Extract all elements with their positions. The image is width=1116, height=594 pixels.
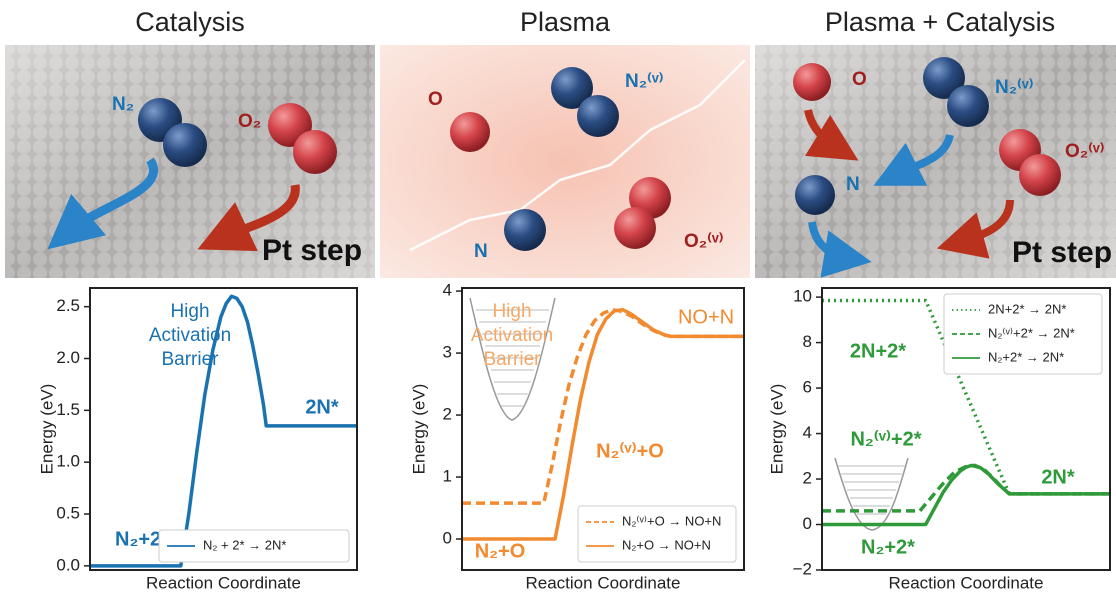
label: O₂⁽ᵛ⁾ bbox=[1065, 141, 1104, 162]
y-tick-label: 0 bbox=[443, 528, 452, 547]
y-tick-label: 4 bbox=[443, 281, 452, 300]
annotation: Activation bbox=[149, 325, 231, 346]
y-tick-label: 0.5 bbox=[56, 503, 80, 522]
label: O₂⁽ᵛ⁾ bbox=[684, 231, 723, 252]
annotation: 2N* bbox=[1041, 466, 1075, 488]
potential-well bbox=[835, 458, 908, 530]
label: Pt step bbox=[262, 234, 362, 267]
annotation: Barrier bbox=[161, 349, 219, 370]
annotation: High bbox=[492, 301, 531, 322]
atom bbox=[614, 207, 656, 249]
atom bbox=[1019, 154, 1061, 196]
legend-label: 2N+2* → 2N* bbox=[988, 301, 1066, 316]
annotation: 2N* bbox=[305, 396, 339, 418]
atom bbox=[163, 123, 207, 167]
panel-title: Catalysis bbox=[135, 7, 245, 37]
y-axis-label: Energy (eV) bbox=[767, 384, 786, 475]
label: N bbox=[846, 174, 860, 195]
atom bbox=[504, 209, 546, 251]
atom bbox=[795, 175, 835, 215]
y-tick-label: 1 bbox=[443, 467, 452, 486]
label: Pt step bbox=[1012, 236, 1112, 269]
y-tick-label: 2.5 bbox=[56, 296, 80, 315]
label: N₂⁽ᵛ⁾ bbox=[995, 77, 1033, 98]
annotation: Barrier bbox=[483, 349, 541, 370]
y-tick-label: 1.0 bbox=[56, 452, 80, 471]
y-tick-label: −2 bbox=[793, 559, 812, 578]
legend-label: N₂ + 2* → 2N* bbox=[203, 537, 286, 552]
panel-titles: Catalysis Plasma Plasma + Catalysis bbox=[135, 7, 1055, 37]
annotation: N₂+2* bbox=[861, 536, 915, 558]
atom bbox=[947, 85, 989, 127]
figure: Catalysis Plasma Plasma + Catalysis N₂ O… bbox=[0, 0, 1116, 594]
illustration-catalysis: N₂ O₂ Pt step bbox=[5, 45, 375, 278]
y-tick-label: 6 bbox=[803, 378, 812, 397]
x-axis-label: Reaction Coordinate bbox=[146, 573, 301, 592]
atom bbox=[577, 95, 619, 137]
atom bbox=[450, 112, 490, 152]
illustration-plasma-catalysis: O N₂⁽ᵛ⁾ N O₂⁽ᵛ⁾ Pt step bbox=[755, 45, 1116, 278]
y-tick-label: 1.5 bbox=[56, 400, 80, 419]
y-tick-label: 2 bbox=[443, 405, 452, 424]
y-tick-label: 2 bbox=[803, 469, 812, 488]
annotation: N₂⁽ᵛ⁾+O bbox=[596, 440, 664, 462]
y-tick-label: 0.0 bbox=[56, 555, 80, 574]
y-tick-label: 0 bbox=[803, 514, 812, 533]
atom bbox=[793, 63, 831, 101]
x-axis-label: Reaction Coordinate bbox=[526, 573, 681, 592]
x-axis-label: Reaction Coordinate bbox=[889, 573, 1044, 592]
label: N₂ bbox=[112, 94, 134, 115]
y-tick-label: 10 bbox=[793, 287, 812, 306]
annotation: N₂+O bbox=[475, 540, 526, 562]
label: N₂⁽ᵛ⁾ bbox=[625, 71, 663, 92]
y-tick-label: 4 bbox=[803, 423, 812, 442]
legend-label: N₂+O → NO+N bbox=[622, 537, 711, 552]
illustration-plasma: O N₂⁽ᵛ⁾ N O₂⁽ᵛ⁾ bbox=[380, 45, 750, 278]
annotation: High bbox=[170, 301, 209, 322]
annotation: N₂⁽ᵛ⁾+2* bbox=[850, 428, 921, 450]
y-tick-label: 2.0 bbox=[56, 348, 80, 367]
label: O₂ bbox=[238, 111, 261, 132]
y-tick-label: 8 bbox=[803, 332, 812, 351]
legend-label: N₂+2* → 2N* bbox=[988, 349, 1064, 364]
label: N bbox=[474, 241, 488, 262]
y-axis-label: Energy (eV) bbox=[37, 384, 56, 475]
panel-title: Plasma bbox=[520, 7, 611, 37]
label: O bbox=[852, 69, 867, 90]
y-tick-label: 3 bbox=[443, 343, 452, 362]
y-axis-label: Energy (eV) bbox=[409, 384, 428, 475]
panel-title: Plasma + Catalysis bbox=[825, 7, 1055, 37]
legend-label: N₂⁽ᵛ⁾+2* → 2N* bbox=[988, 325, 1075, 340]
annotation: Activation bbox=[471, 325, 553, 346]
atom bbox=[293, 130, 337, 174]
annotation: 2N+2* bbox=[850, 340, 906, 362]
label: O bbox=[428, 89, 443, 110]
annotation: NO+N bbox=[678, 306, 734, 328]
legend-label: N₂⁽ᵛ⁾+O → NO+N bbox=[622, 513, 721, 528]
